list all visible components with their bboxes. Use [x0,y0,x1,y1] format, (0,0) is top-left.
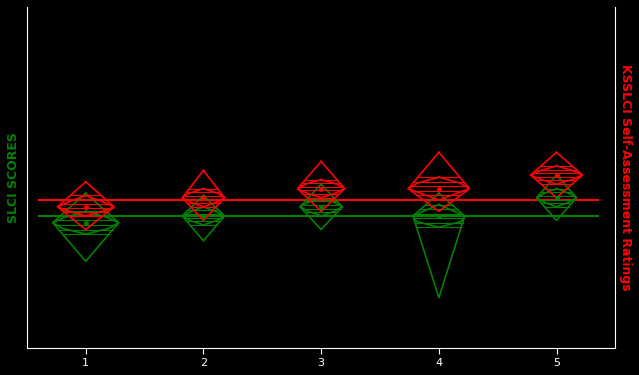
Y-axis label: SLCI SCORES: SLCI SCORES [7,132,20,223]
Y-axis label: KSSLCI Self-Assessment Ratings: KSSLCI Self-Assessment Ratings [619,64,632,291]
